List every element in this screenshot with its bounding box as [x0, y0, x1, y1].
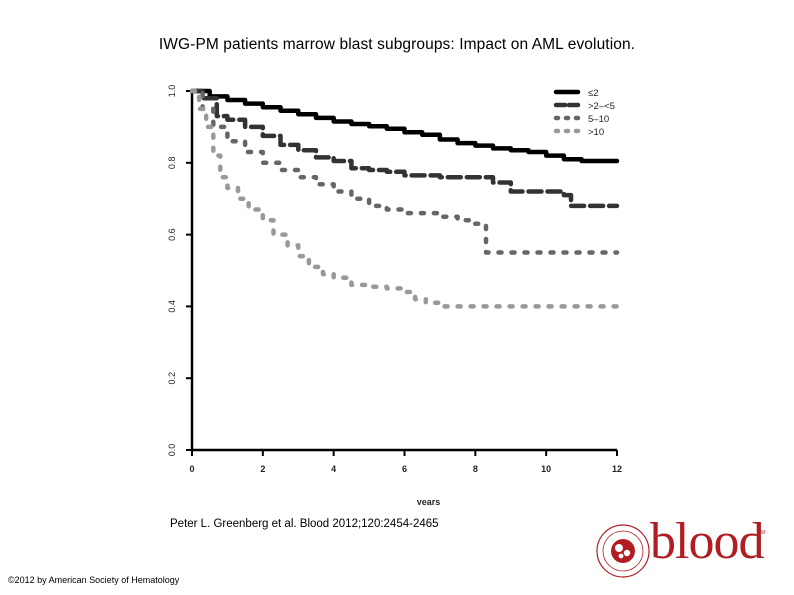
y-tick-label: 1.0 [167, 85, 177, 98]
logo-wordmark: blood [650, 513, 764, 570]
series-line-2 [189, 88, 620, 255]
x-axis-title: years [417, 497, 441, 505]
x-tick-label: 4 [331, 464, 336, 474]
series-line-3 [189, 88, 620, 309]
y-tick-label: 0.8 [167, 157, 177, 170]
blood-journal-logo: blood TM [594, 516, 784, 582]
series-line-1 [189, 88, 620, 209]
legend-label-1: >2–<5 [588, 101, 615, 112]
legend-label-2: 5–10 [588, 114, 609, 125]
series-line-0 [189, 88, 620, 164]
x-tick-label: 10 [541, 464, 551, 474]
x-tick-label: 12 [612, 464, 622, 474]
survival-chart: 0 2 4 6 8 10 12 0.0 0.2 0.4 0.6 0.8 1.0 years ≤2 >2–<5… [167, 85, 622, 505]
legend-label-3: >10 [588, 127, 604, 138]
x-tick-label: 8 [473, 464, 478, 474]
chart-legend: ≤2 >2–<5 5–10 >10 [553, 88, 615, 138]
citation: Peter L. Greenberg et al. Blood 2012;120… [170, 518, 439, 530]
y-tick-label: 0.2 [167, 372, 177, 385]
x-tick-label: 2 [260, 464, 265, 474]
y-tick-label: 0.6 [167, 228, 177, 241]
x-tick-label: 0 [189, 464, 194, 474]
logo-trademark: TM [758, 530, 766, 536]
society-seal-icon [596, 524, 650, 578]
chart-series-layer [189, 88, 620, 309]
y-tick-label: 0.0 [167, 444, 177, 457]
legend-label-0: ≤2 [588, 88, 599, 99]
chart-axes: 0 2 4 6 8 10 12 0.0 0.2 0.4 0.6 0.8 1.0 years [167, 85, 622, 505]
slide-title: IWG-PM patients marrow blast subgroups: … [158, 36, 636, 53]
x-tick-label: 6 [402, 464, 407, 474]
copyright: ©2012 by American Society of Hematology [8, 575, 180, 585]
y-tick-label: 0.4 [167, 300, 177, 313]
